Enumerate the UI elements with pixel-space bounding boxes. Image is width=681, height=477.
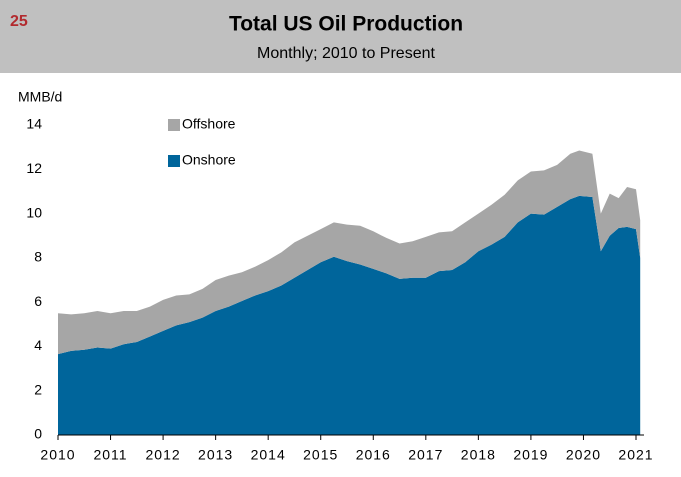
legend-label: Onshore	[182, 152, 236, 168]
x-tick-label: 2012	[146, 447, 181, 463]
y-tick-label: 0	[34, 426, 42, 442]
chart-subtitle: Monthly; 2010 to Present	[257, 45, 435, 62]
x-tick-label: 2014	[251, 447, 286, 463]
legend-swatch	[168, 155, 180, 167]
y-tick-label: 10	[26, 204, 42, 220]
x-tick-label: 2010	[40, 447, 75, 463]
x-tick-label: 2016	[356, 447, 391, 463]
x-tick-label: 2018	[461, 447, 496, 463]
y-tick-label: 8	[34, 249, 42, 265]
y-tick-label: 4	[34, 337, 42, 353]
x-tick-label: 2015	[303, 447, 338, 463]
x-tick-label: 2011	[93, 447, 127, 463]
x-tick-label: 2021	[618, 447, 653, 463]
y-axis-label: MMB/d	[18, 89, 62, 105]
area	[58, 150, 641, 355]
x-tick-label: 2019	[513, 447, 548, 463]
x-tick-label: 2017	[408, 447, 443, 463]
y-tick-label: 12	[26, 160, 42, 176]
legend-swatch	[168, 119, 180, 131]
area	[58, 195, 641, 435]
header-band	[0, 0, 681, 73]
y-tick-label: 2	[34, 381, 42, 397]
y-tick-label: 6	[34, 293, 42, 309]
legend-label: Offshore	[182, 116, 236, 132]
y-tick-label: 14	[26, 116, 42, 132]
x-tick-label: 2013	[198, 447, 233, 463]
x-tick-label: 2020	[566, 447, 601, 463]
chart-title: Total US Oil Production	[229, 13, 463, 36]
page-number: 25	[10, 13, 28, 30]
